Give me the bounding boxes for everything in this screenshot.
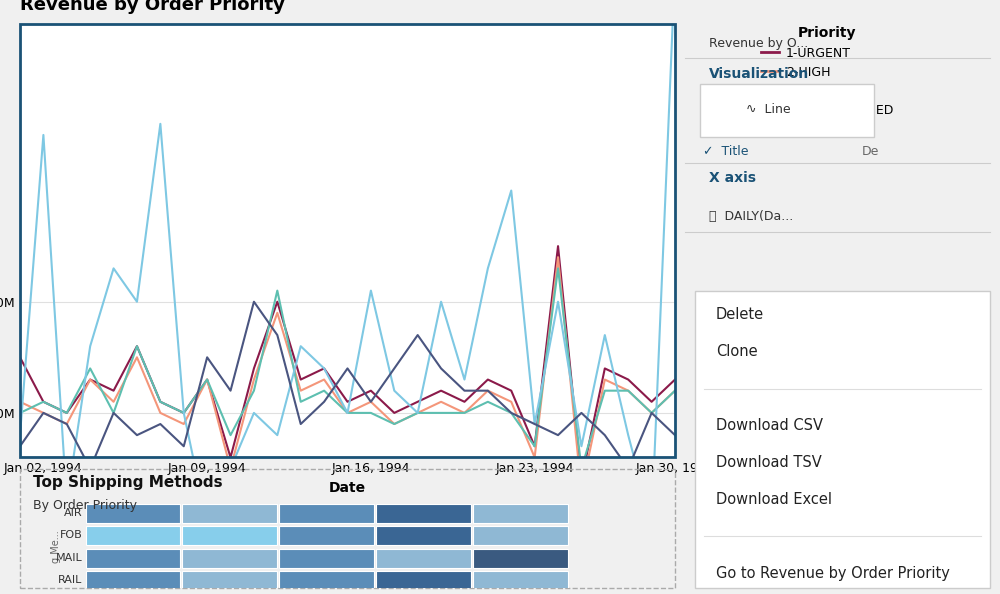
Bar xyxy=(86,549,180,568)
Bar xyxy=(86,571,180,590)
Bar xyxy=(473,504,568,523)
X-axis label: Date: Date xyxy=(329,481,366,495)
Text: Download CSV: Download CSV xyxy=(716,418,823,433)
Text: ∿  Line: ∿ Line xyxy=(746,103,791,116)
Text: Clone: Clone xyxy=(716,345,757,359)
Text: Go to Revenue by Order Priority: Go to Revenue by Order Priority xyxy=(716,565,950,581)
FancyBboxPatch shape xyxy=(700,84,874,137)
Bar xyxy=(86,504,180,523)
Bar xyxy=(279,526,374,545)
Bar xyxy=(376,526,471,545)
Bar xyxy=(182,549,277,568)
Text: RAIL: RAIL xyxy=(58,575,82,585)
Text: Delete: Delete xyxy=(716,307,764,323)
Bar xyxy=(279,571,374,590)
Bar xyxy=(376,571,471,590)
Text: AIR: AIR xyxy=(64,507,82,517)
Bar xyxy=(182,504,277,523)
Bar xyxy=(473,526,568,545)
Text: 📅  DAILY(Da...: 📅 DAILY(Da... xyxy=(709,210,794,223)
Legend: 1-URGENT, 2-HIGH, 3-MEDIUM, 4-NOT SPECIFIED, 5-LOW: 1-URGENT, 2-HIGH, 3-MEDIUM, 4-NOT SPECIF… xyxy=(756,21,898,141)
Text: Revenue by O...: Revenue by O... xyxy=(709,37,809,50)
Bar xyxy=(376,504,471,523)
Text: g Me...: g Me... xyxy=(51,530,61,563)
Bar xyxy=(279,549,374,568)
Text: ✓  Title: ✓ Title xyxy=(703,145,749,158)
Text: Download TSV: Download TSV xyxy=(716,455,821,470)
Bar xyxy=(182,526,277,545)
Text: FOB: FOB xyxy=(59,530,82,540)
Text: Revenue by Order Priority: Revenue by Order Priority xyxy=(20,0,285,14)
Text: By Order Priority: By Order Priority xyxy=(33,499,137,512)
Text: Visualization: Visualization xyxy=(709,67,810,81)
Bar xyxy=(279,504,374,523)
Bar xyxy=(473,571,568,590)
Bar xyxy=(182,571,277,590)
FancyBboxPatch shape xyxy=(695,291,990,588)
Text: Download Excel: Download Excel xyxy=(716,492,832,507)
Text: X axis: X axis xyxy=(709,171,756,185)
Text: De: De xyxy=(862,145,879,158)
Bar xyxy=(473,549,568,568)
Text: MAIL: MAIL xyxy=(55,552,82,563)
Bar xyxy=(86,526,180,545)
Bar xyxy=(376,549,471,568)
Text: Top Shipping Methods: Top Shipping Methods xyxy=(33,475,223,490)
